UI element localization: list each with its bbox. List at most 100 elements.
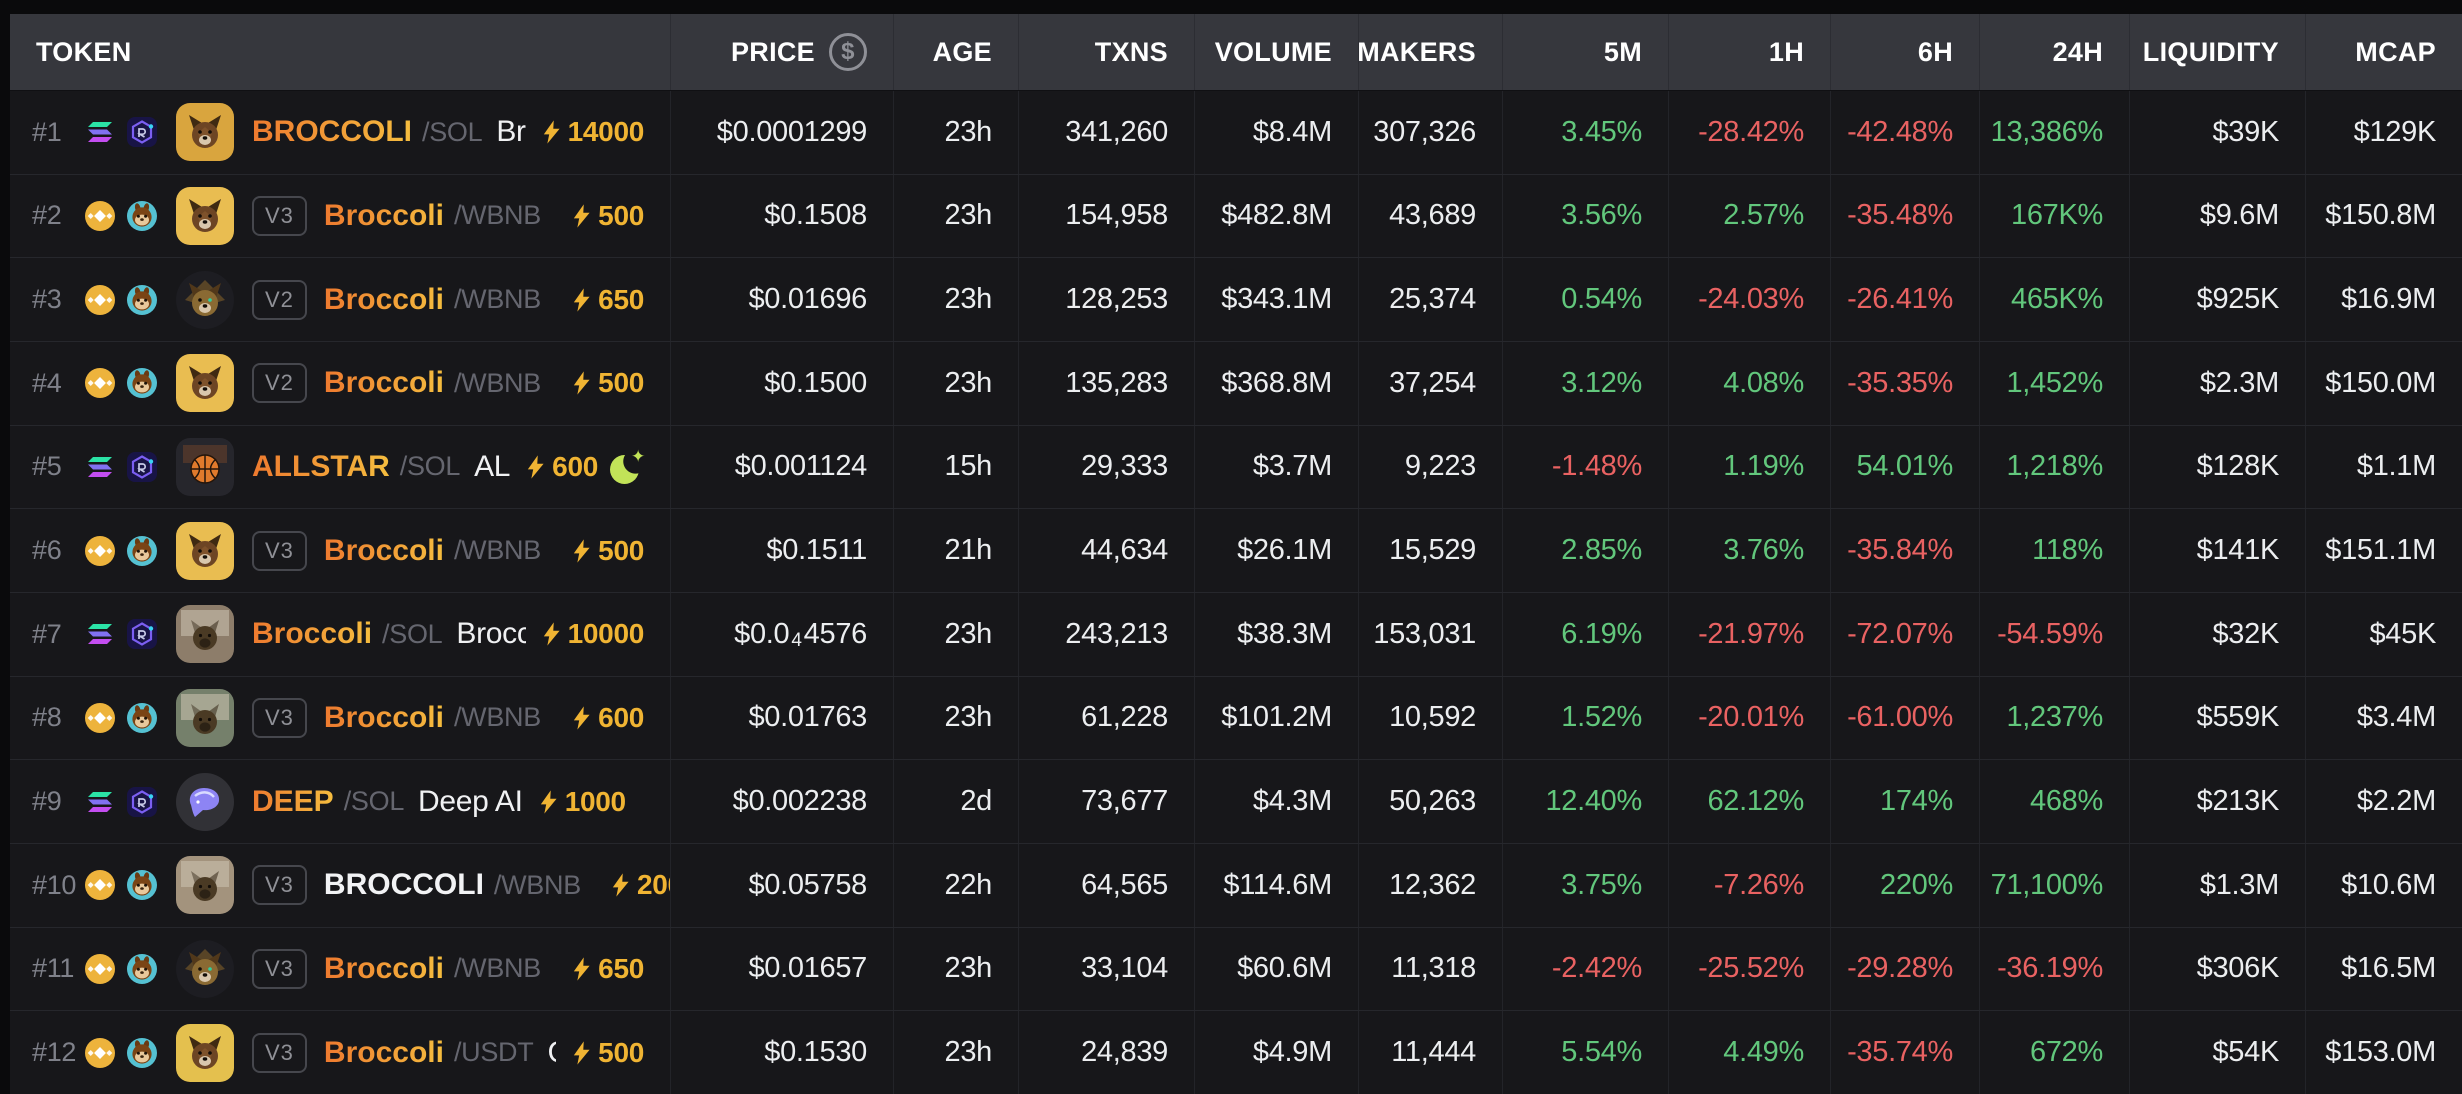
change-24h-cell: 1,218% <box>1979 425 2129 509</box>
table-row[interactable]: #2 V3 Broccoli /WBNB CZ'S DO 500 $0.1508… <box>10 173 2462 258</box>
pancakeswap-icon <box>126 702 158 734</box>
txns-cell: 64,565 <box>1018 843 1194 927</box>
age-cell: 21h <box>893 509 1018 592</box>
boost-badge[interactable]: 500 <box>568 1037 644 1069</box>
quote-token-label: /USDT <box>453 1037 534 1068</box>
quote-token-label: /WBNB <box>493 869 581 900</box>
col-header-token[interactable]: TOKEN <box>10 14 670 90</box>
boost-badge[interactable]: 600 <box>522 451 598 483</box>
token-name: CZ'S DOC <box>547 1036 556 1070</box>
dex-version-badge: V3 <box>252 1032 307 1073</box>
token-cell: #10 V3 BROCCOLI /WBNB Brocco 200 <box>10 844 670 927</box>
bnb-icon <box>84 1037 116 1069</box>
price-cell: $0.001124 <box>670 425 893 509</box>
age-cell: 23h <box>893 91 1018 174</box>
age-cell: 23h <box>893 341 1018 425</box>
boost-badge[interactable]: 1000 <box>535 786 626 818</box>
rank-label: #10 <box>32 869 77 900</box>
table-row[interactable]: #12 V3 Broccoli /USDT CZ'S DOC 500 $0.15… <box>10 1010 2462 1094</box>
dollar-circle-icon[interactable]: $ <box>829 33 867 71</box>
table-row[interactable]: #4 V2 Broccoli /WBNB CZ'S DO 500 $0.1500… <box>10 340 2462 425</box>
price-subscript: 4 <box>791 630 802 652</box>
boost-count: 600 <box>598 701 644 733</box>
boost-badge[interactable]: 10000 <box>538 618 644 650</box>
change-24h-cell: -36.19% <box>1979 927 2129 1011</box>
raydium-icon <box>126 786 158 818</box>
boost-badge[interactable]: 500 <box>568 535 644 567</box>
col-header-5m[interactable]: 5M <box>1502 14 1668 90</box>
makers-cell: 37,254 <box>1358 341 1502 425</box>
boost-count: 600 <box>552 450 598 482</box>
rank-label: #8 <box>32 702 62 733</box>
pancakeswap-icon <box>126 367 158 399</box>
bnb-icon <box>84 702 116 734</box>
boost-badge[interactable]: 650 <box>568 953 644 985</box>
col-header-24h[interactable]: 24H <box>1979 14 2129 90</box>
col-header-liquidity[interactable]: LIQUIDITY <box>2129 14 2305 90</box>
col-header-age[interactable]: AGE <box>893 14 1018 90</box>
txns-cell: 243,213 <box>1018 592 1194 676</box>
change-1h-cell: -7.26% <box>1668 843 1830 927</box>
table-row[interactable]: #6 V3 Broccoli /WBNB CZ'S DO 500 $0.1511… <box>10 508 2462 592</box>
boost-count: 650 <box>598 283 644 315</box>
rank-label: #4 <box>32 367 62 398</box>
dex-version-badge: V3 <box>252 195 307 236</box>
col-header-price[interactable]: PRICE $ <box>670 14 893 90</box>
table-row[interactable]: #8 V3 Broccoli /WBNB Broccol 600 $0.0176… <box>10 675 2462 760</box>
table-row[interactable]: #5 ALLSTAR /SOL ALLSTAR C 600 ✦ $0.00112… <box>10 424 2462 509</box>
pancakeswap-icon <box>126 284 158 316</box>
col-header-makers[interactable]: MAKERS <box>1357 14 1502 90</box>
token-symbol: Broccoli <box>323 533 444 567</box>
boost-badge[interactable]: 600 <box>568 702 644 734</box>
boost-count: 14000 <box>567 116 645 148</box>
liquidity-cell: $1.3M <box>2129 843 2305 927</box>
lightning-icon <box>522 453 550 481</box>
price-cell: $0.01763 <box>670 676 893 760</box>
mcap-cell: $45K <box>2305 592 2462 676</box>
col-header-txns[interactable]: TXNS <box>1018 14 1194 90</box>
bnb-icon <box>84 869 116 901</box>
col-header-6h[interactable]: 6H <box>1830 14 1979 90</box>
lightning-icon <box>568 704 596 732</box>
rank-label: #9 <box>32 786 62 817</box>
table-row[interactable]: #11 V3 Broccoli /WBNB Broccol 650 $0.016… <box>10 926 2462 1011</box>
col-header-volume[interactable]: VOLUME <box>1194 14 1358 90</box>
volume-cell: $38.3M <box>1194 592 1358 676</box>
table-row[interactable]: #1 BROCCOLI /SOL Broccoli 14000 $0.00012… <box>10 90 2462 174</box>
table-row[interactable]: #10 V3 BROCCOLI /WBNB Brocco 200 $0.0575… <box>10 842 2462 927</box>
change-5m-cell: -1.48% <box>1502 425 1668 509</box>
mcap-cell: $1.1M <box>2305 425 2462 509</box>
txns-cell: 24,839 <box>1018 1011 1194 1094</box>
age-cell: 23h <box>893 676 1018 760</box>
change-6h-cell: 220% <box>1830 843 1979 927</box>
table-row[interactable]: #9 DEEP /SOL Deep AI 1000 $0.002238 2d 7… <box>10 759 2462 843</box>
volume-cell: $101.2M <box>1194 676 1358 760</box>
boost-badge[interactable]: 200 <box>607 869 670 901</box>
token-name: CZ'S DO <box>555 199 556 233</box>
boost-count: 200 <box>636 869 670 901</box>
change-6h-cell: -61.00% <box>1830 676 1979 760</box>
makers-cell: 9,223 <box>1358 425 1502 509</box>
col-header-1h[interactable]: 1H <box>1668 14 1830 90</box>
token-cell: #6 V3 Broccoli /WBNB CZ'S DO 500 <box>10 509 670 592</box>
liquidity-cell: $54K <box>2129 1011 2305 1094</box>
token-cell: #1 BROCCOLI /SOL Broccoli 14000 <box>10 91 670 174</box>
col-header-price-label: PRICE <box>730 36 815 67</box>
change-1h-cell: -28.42% <box>1668 91 1830 174</box>
table-row[interactable]: #7 Broccoli /SOL Broccoli 10000 $0.04457… <box>10 591 2462 676</box>
boost-badge[interactable]: 650 <box>568 284 644 316</box>
token-symbol: Broccoli <box>252 617 373 651</box>
raydium-icon <box>126 618 158 650</box>
table-row[interactable]: #3 V2 Broccoli /WBNB Broccol 650 $0.0169… <box>10 257 2462 341</box>
quote-token-label: /SOL <box>422 116 483 147</box>
col-header-mcap[interactable]: MCAP <box>2305 14 2462 90</box>
boost-badge[interactable]: 14000 <box>538 116 644 148</box>
price-cell: $0.01696 <box>670 258 893 341</box>
boost-badge[interactable]: 500 <box>568 200 644 232</box>
raydium-icon <box>126 116 158 148</box>
quote-token-label: /SOL <box>382 618 443 649</box>
boost-badge[interactable]: 500 <box>568 367 644 399</box>
token-cell: #11 V3 Broccoli /WBNB Broccol 650 <box>10 928 670 1011</box>
makers-cell: 307,326 <box>1358 91 1502 174</box>
token-name: CZ'S DO <box>555 366 556 400</box>
